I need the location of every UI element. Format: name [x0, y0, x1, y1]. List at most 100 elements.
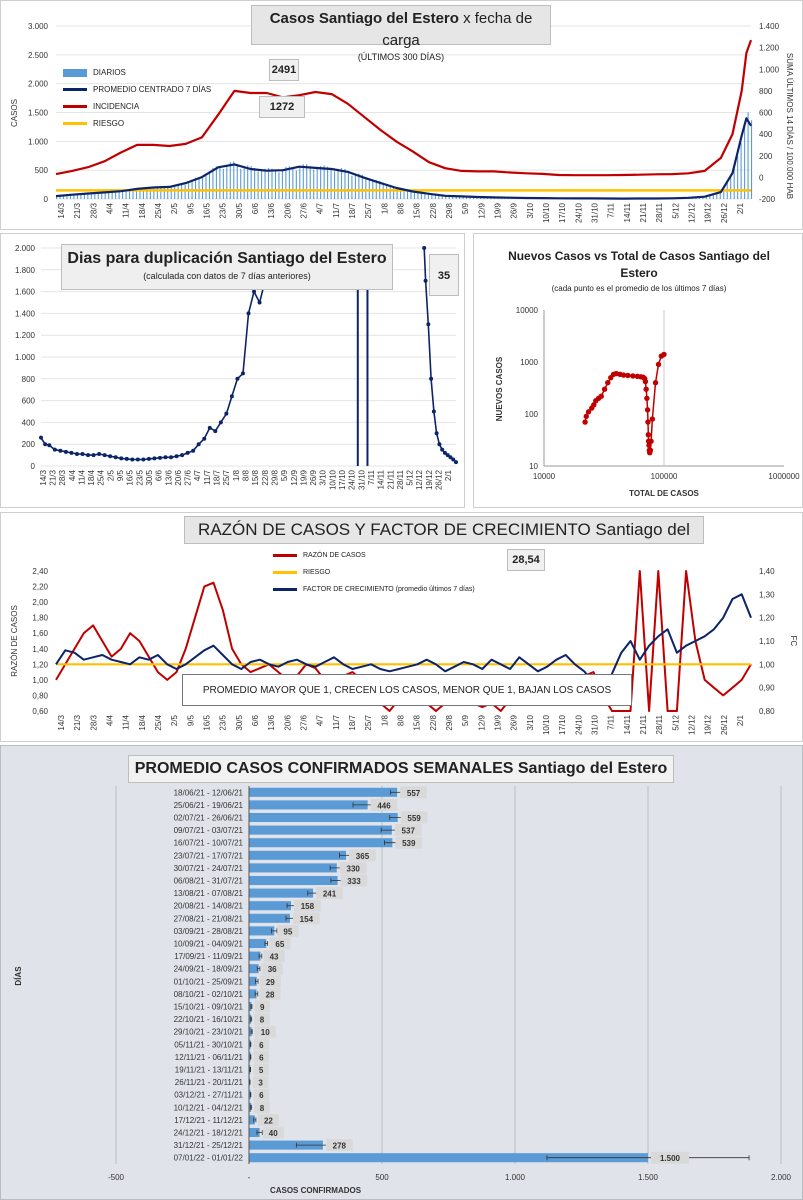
x-tick-label: 9/5 — [116, 469, 125, 481]
data-label-bg — [395, 836, 423, 849]
chart2-annotation-last: 35 — [429, 254, 459, 296]
daily-bar — [156, 186, 158, 199]
duplicacion-point — [146, 456, 151, 461]
x-tick-label: 8/8 — [242, 469, 251, 481]
data-label: 10 — [261, 1028, 270, 1037]
category-label: 26/11/21 - 20/11/21 — [175, 1078, 244, 1087]
chart-duplicacion: 0 200 400 600 800 1.000 1.200 1.400 1.600 1.800 2.… — [15, 244, 458, 490]
daily-bar — [233, 161, 235, 199]
daily-bar — [195, 177, 197, 199]
daily-bar — [160, 186, 162, 199]
daily-bar — [104, 191, 106, 199]
y-tick-label: 800 — [22, 375, 36, 384]
bar — [249, 838, 393, 848]
x-tick-label: 30/5 — [235, 714, 244, 730]
category-label: 29/10/21 - 23/10/21 — [174, 1028, 244, 1037]
x-tick-label: 11/4 — [77, 469, 86, 485]
daily-bar — [66, 194, 68, 199]
bar — [249, 863, 337, 873]
duplicacion-point — [257, 300, 262, 305]
daily-bar — [330, 169, 332, 199]
x-tick-label: 12/12 — [687, 202, 696, 223]
y-axis-label: NUEVOS CASOS — [495, 356, 504, 421]
x-tick-label: 28/11 — [396, 469, 405, 489]
legend-label-promedio: PROMEDIO CENTRADO 7 DÍAS — [93, 85, 212, 94]
daily-bar — [146, 188, 148, 199]
daily-bar — [163, 187, 165, 199]
category-label: 10/09/21 - 04/09/21 — [174, 940, 244, 949]
daily-bar — [337, 168, 339, 199]
x-tick-label: 26/9 — [510, 714, 519, 730]
daily-bar — [90, 193, 92, 199]
scatter-point — [648, 438, 654, 444]
duplicacion-tail-point — [440, 447, 445, 452]
bar — [249, 1127, 260, 1138]
x-tick-label: 25/4 — [154, 202, 163, 218]
daily-bar — [208, 171, 210, 199]
x-tick-label: 11/4 — [122, 714, 131, 730]
x-tick-label: 2/5 — [170, 714, 179, 726]
bar — [249, 938, 267, 949]
bar — [249, 926, 275, 936]
y-tick-label: 1,20 — [32, 660, 48, 669]
duplicacion-tail-point — [454, 460, 458, 465]
y-tick-label: 1.000 — [28, 137, 49, 146]
daily-bar — [445, 195, 447, 199]
data-label: 446 — [377, 801, 391, 810]
x-tick-label: 5/9 — [461, 714, 470, 726]
category-label: 01/10/21 - 25/09/21 — [174, 977, 244, 986]
y-tick-label: 0,80 — [32, 691, 48, 700]
scatter-point — [630, 373, 636, 379]
y2-tick-label: 1.200 — [759, 44, 780, 53]
y-tick-label: 10000 — [516, 306, 539, 315]
duplicacion-point — [169, 455, 174, 460]
data-label-bg — [261, 962, 283, 975]
daily-bar — [80, 193, 82, 199]
x-tick-label: 5/12 — [406, 469, 415, 485]
data-label-bg — [400, 786, 427, 799]
bar — [249, 1115, 255, 1125]
duplicacion-point — [174, 454, 179, 459]
chart1-annotation-last: 1272 — [259, 96, 305, 118]
daily-bar — [730, 174, 732, 199]
x-tick-label: 21/3 — [48, 469, 57, 485]
x-tick-label: 29/8 — [270, 469, 279, 485]
daily-bar — [125, 190, 127, 199]
scatter-point — [644, 395, 650, 402]
legend-item-promedio: PROMEDIO CENTRADO 7 DÍAS — [63, 81, 211, 98]
category-label: 08/10/21 - 02/10/21 — [174, 990, 244, 999]
data-label-bg — [339, 861, 367, 874]
daily-bar — [420, 192, 422, 199]
panel-duplicacion: 0 200 400 600 800 1.000 1.200 1.400 1.600 1.800 2.… — [0, 233, 465, 508]
y-tick-label: 3.000 — [28, 22, 49, 31]
x-tick-label: 27/6 — [300, 202, 309, 218]
daily-bar — [135, 188, 138, 199]
data-label: 36 — [268, 965, 277, 974]
daily-bar — [413, 191, 416, 199]
daily-bar — [441, 195, 443, 199]
x-tick-label: 27/6 — [300, 714, 309, 730]
data-label: 6 — [259, 1091, 264, 1100]
y-tick-label: 600 — [22, 397, 36, 406]
daily-bar — [358, 173, 360, 199]
duplicacion-point — [74, 452, 79, 457]
category-label: 27/08/21 - 21/08/21 — [174, 914, 244, 923]
y2-axis-label: SUMA ÚLTIMOS 14 DÍAS / 100.000 HAB — [785, 53, 794, 199]
x-tick-label: 7/11 — [367, 469, 376, 485]
x-tick-label: 1/8 — [380, 202, 389, 214]
y-tick-label: 1.000 — [15, 353, 36, 362]
data-label: 29 — [266, 978, 275, 987]
x-tick-label: 19/12 — [704, 202, 713, 223]
daily-bar — [306, 164, 308, 199]
data-label-bg — [259, 975, 281, 988]
x-tick-label: 24/10 — [574, 714, 583, 735]
x-tick-label: 2/5 — [170, 202, 179, 214]
y-tick-label: 0,60 — [32, 707, 48, 716]
x-tick-label: 13/6 — [267, 714, 276, 730]
scatter-point — [598, 393, 604, 399]
daily-bar — [327, 166, 329, 199]
chart5-title-box: PROMEDIO CASOS CONFIRMADOS SEMANALES San… — [128, 755, 674, 783]
y2-tick-label: 200 — [759, 152, 773, 161]
duplicacion-point — [113, 455, 118, 460]
y-tick-label: 10 — [529, 462, 538, 471]
